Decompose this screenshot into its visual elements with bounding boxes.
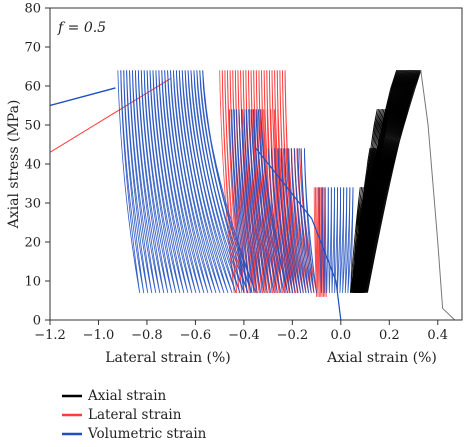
x-tick-label: 0.0 [330, 328, 351, 343]
volumetric-cycle [146, 70, 181, 294]
volumetric-cycle [304, 148, 318, 294]
volumetric-cycle [318, 187, 323, 294]
x-tick-label: 0.4 [427, 328, 448, 343]
volumetric-cycle [339, 187, 345, 294]
x-tick-label: −0.6 [180, 328, 212, 343]
volumetric-cycle [161, 70, 201, 294]
volumetric-cycle [140, 70, 173, 294]
volumetric-cycle [155, 70, 193, 294]
x-tick-label: 0.2 [379, 328, 400, 343]
volumetric-cycle [238, 109, 258, 294]
y-tick-label: 0 [33, 314, 41, 329]
volumetric-cycle [152, 70, 189, 294]
volumetric-cycle [245, 109, 268, 294]
volumetric-cycle [132, 70, 161, 294]
y-tick-label: 30 [24, 197, 41, 212]
lateral-cycle [252, 109, 270, 294]
series-layer [50, 69, 456, 320]
y-tick-label: 70 [24, 41, 41, 56]
volumetric-cycle [233, 109, 252, 294]
volumetric-cycle [347, 187, 354, 294]
x-tick-label: −0.4 [228, 328, 260, 343]
volumetric-cycle [250, 109, 275, 294]
lateral-cycle [323, 187, 327, 298]
volumetric-cycle [342, 187, 348, 294]
y-tick-label: 50 [24, 119, 41, 134]
volumetric-cycle [170, 70, 213, 294]
legend-label-axial: Axial strain [87, 388, 167, 404]
volumetric-cycle [123, 70, 149, 294]
annotation-f: f = 0.5 [57, 20, 106, 36]
volumetric-cycle [173, 70, 217, 294]
volumetric-cycle [164, 70, 205, 294]
x-tick-label: −1.0 [83, 328, 115, 343]
volumetric-cycle [330, 187, 335, 294]
axial-post-peak [420, 70, 456, 320]
volumetric-initial-line [50, 87, 116, 107]
volumetric-cycle [300, 148, 315, 294]
volumetric-cycle [175, 70, 221, 294]
legend-label-lateral: Lateral strain [88, 407, 182, 423]
y-tick-label: 60 [24, 80, 41, 95]
legend: Axial strain Lateral strain Volumetric s… [62, 388, 207, 442]
axial-cycle [363, 69, 420, 293]
x-axis-label-lateral: Lateral strain (%) [105, 350, 231, 366]
volumetric-cycle [167, 70, 209, 294]
volumetric-cycle [126, 70, 153, 294]
legend-label-volumetric: Volumetric strain [87, 426, 207, 442]
x-tick-label: −0.2 [277, 328, 309, 343]
y-axis-label: Axial stress (MPa) [6, 100, 22, 230]
volumetric-cycle [117, 70, 141, 294]
y-tick-label: 80 [24, 2, 41, 17]
axial-cycle [364, 69, 421, 293]
volumetric-cycle [231, 109, 248, 294]
volumetric-cycle [327, 187, 332, 294]
x-tick-label: −0.8 [131, 328, 163, 343]
volumetric-cycle [196, 70, 249, 294]
volumetric-cycle [129, 70, 157, 294]
axial-cycle [362, 108, 390, 293]
x-axis-label-axial: Axial strain (%) [326, 350, 437, 366]
volumetric-cycle [248, 109, 272, 294]
lateral-cycle [284, 70, 298, 294]
axial-cycle [356, 186, 369, 293]
volumetric-cycle [137, 70, 169, 294]
volumetric-cycle [187, 70, 237, 294]
volumetric-cycle [143, 70, 177, 294]
volumetric-cycle [255, 109, 282, 294]
lateral-cycle [242, 109, 260, 294]
volumetric-cycle [321, 187, 326, 294]
volumetric-cycle [236, 109, 255, 294]
volumetric-cycle [178, 70, 225, 294]
x-tick-label: −1.2 [34, 328, 66, 343]
ticks-layer: −1.2 −1.0 −0.8 −0.6 −0.4 −0.2 0.0 0.2 0.4 0 10 20 30… [24, 2, 448, 344]
volumetric-cycle [334, 187, 338, 294]
volumetric-cycle [202, 70, 257, 294]
y-tick-label: 20 [24, 236, 41, 251]
axial-cycle [359, 147, 381, 293]
axial-cycle [357, 186, 371, 293]
volumetric-cycle [181, 70, 229, 294]
volumetric-cycle [257, 109, 285, 294]
y-tick-label: 10 [24, 275, 41, 290]
volumetric-cycle [228, 109, 245, 294]
volumetric-cycle [184, 70, 233, 294]
volumetric-cycle [199, 70, 253, 294]
y-tick-label: 40 [24, 158, 41, 173]
volumetric-cycle [324, 187, 329, 294]
volumetric-post-peak [255, 148, 342, 320]
volumetric-cycle [120, 70, 145, 294]
volumetric-cycle [344, 187, 351, 294]
volumetric-cycle [158, 70, 197, 294]
volumetric-cycle [149, 70, 185, 294]
volumetric-cycle [190, 70, 241, 294]
volumetric-cycle [241, 109, 262, 294]
volumetric-cycle [134, 70, 165, 294]
volumetric-cycle [253, 109, 278, 294]
volumetric-cycle [243, 109, 265, 294]
